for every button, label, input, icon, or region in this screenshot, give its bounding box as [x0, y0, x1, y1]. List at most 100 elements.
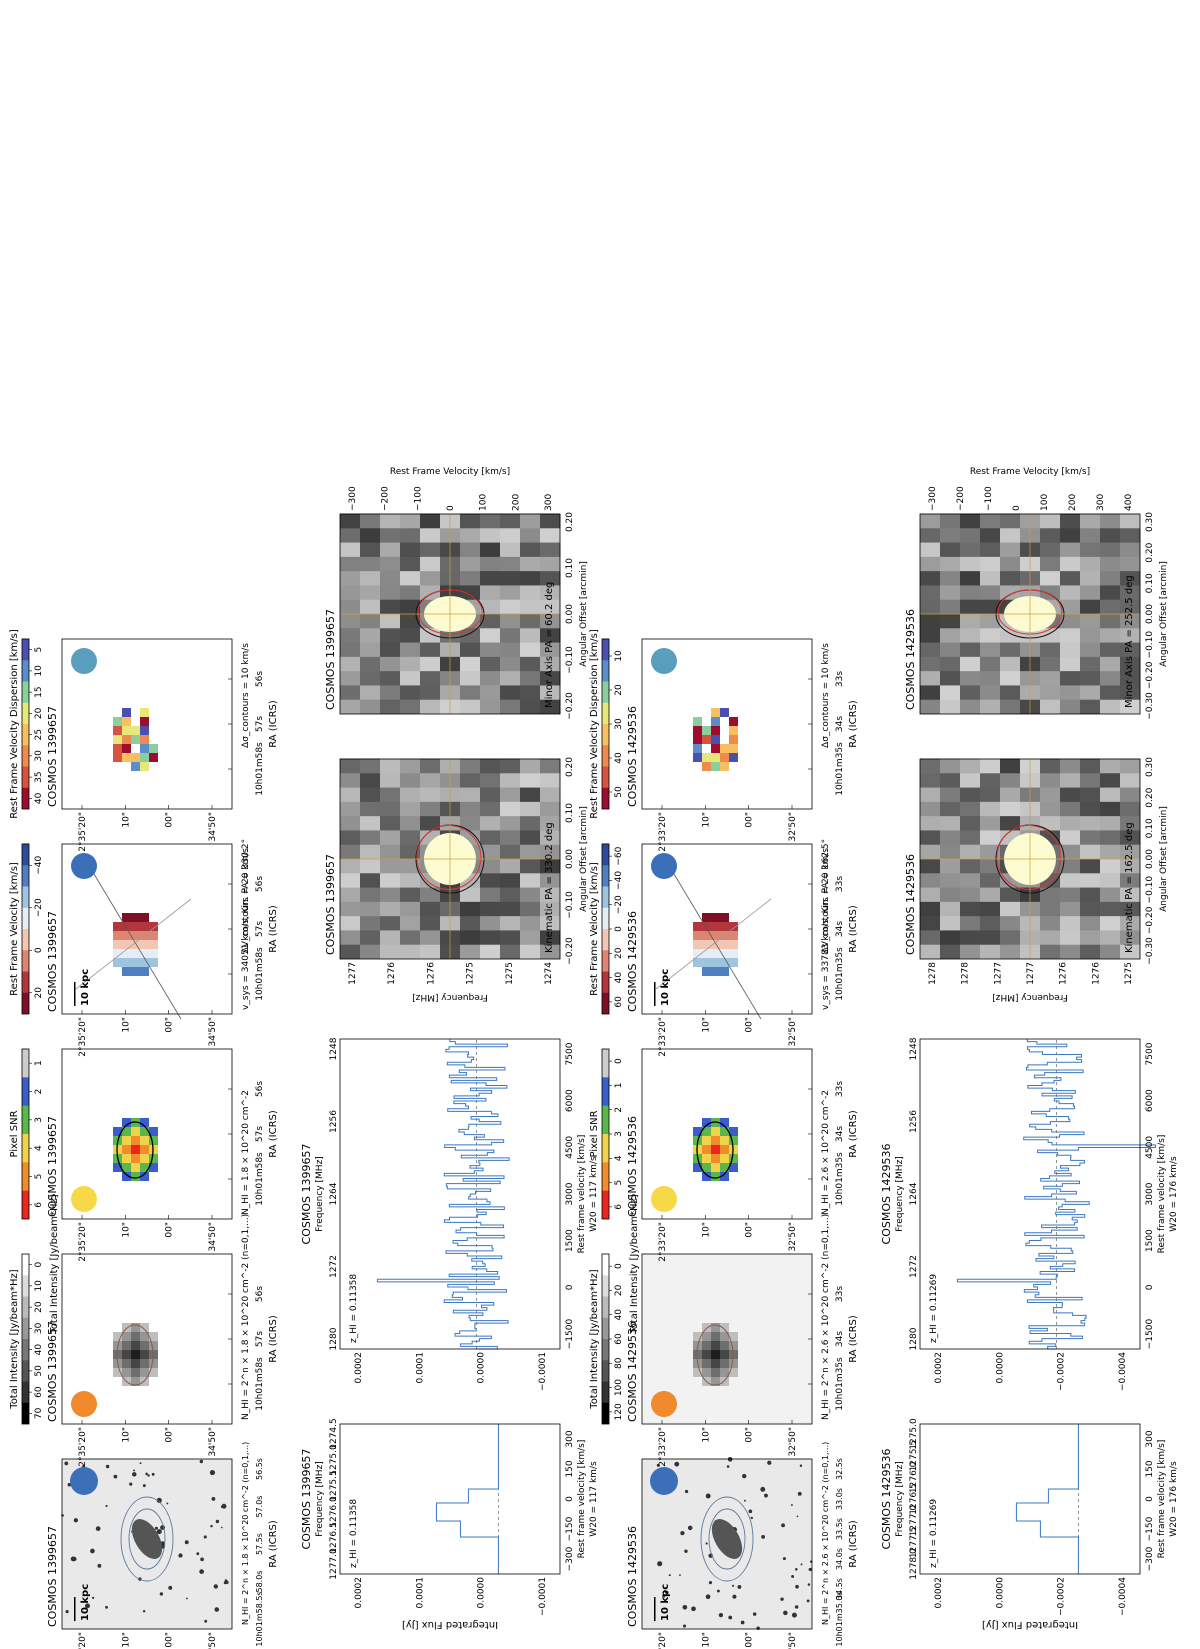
cb-velocity-label: Rest Frame Velocity [km/s] [9, 862, 20, 996]
pv-pixel [1120, 656, 1141, 672]
pv-pixel [360, 584, 381, 600]
cb-snr-tick-label: 3 [34, 1117, 44, 1123]
pv-pixel [360, 944, 381, 959]
pv-pixel [380, 542, 401, 557]
pv-pixel [1100, 513, 1121, 529]
pv-pixel [500, 772, 521, 788]
pv-pixel [340, 699, 361, 714]
cb-intensity-tick-label: 70 [34, 1407, 44, 1419]
cb-intensity-segment [602, 1253, 609, 1276]
pv-pixel [340, 670, 361, 686]
dec-tick-label: 00" [165, 1017, 175, 1033]
intensity-pixel [720, 1332, 729, 1341]
pv-pixel [500, 513, 521, 529]
pv-pixel [400, 556, 421, 572]
intensity-pixel [702, 1323, 711, 1332]
pv-pixel [1100, 915, 1121, 931]
pv-pixel [400, 815, 421, 831]
pv-xlabel: Angular Offset [arcmin] [579, 561, 589, 667]
beam-ellipse [651, 1391, 677, 1417]
intensity-pixel [711, 1359, 720, 1368]
snr-pixel [693, 1127, 702, 1136]
pv-pixel [1040, 929, 1061, 945]
pv-pixel [1080, 513, 1101, 529]
ra-tick-label: 10h01m35s [835, 1357, 845, 1411]
cb-intensity-segment [22, 1359, 29, 1382]
cb-snr-segment [602, 1133, 609, 1163]
pv-pixel [480, 656, 501, 672]
pv-pixel [420, 772, 441, 788]
intensity-pixel [122, 1341, 131, 1350]
dec-tick-label: 34'50" [208, 1222, 218, 1252]
cb-velocity-segment [602, 949, 609, 972]
flux-tick-label: −0.0004 [1118, 1577, 1128, 1616]
pv-pixel [1120, 684, 1141, 700]
snr-pixel [711, 1127, 720, 1136]
pv-pixel [520, 844, 541, 859]
pv-title: COSMOS 1399657 [324, 854, 337, 955]
cb-velocity-segment [602, 971, 609, 993]
pv-pixel [420, 787, 441, 802]
dispersion-pixel [693, 717, 702, 726]
pv-pixel [400, 944, 421, 959]
pv-pixel [1000, 542, 1021, 557]
scalebar [654, 1597, 656, 1621]
pv-pixel [400, 527, 421, 543]
velocity-pixel [140, 913, 149, 922]
beam-ellipse [71, 648, 97, 674]
snr-pixel [122, 1163, 131, 1172]
pv-pixel [1080, 599, 1101, 614]
pv-pixel [1080, 670, 1101, 686]
pv-pixel [480, 613, 501, 629]
target-galaxy [131, 1519, 163, 1559]
scalebar-label: 10 kpc [80, 1584, 91, 1621]
pv-pixel [480, 872, 501, 888]
dispersion-pixel [720, 753, 729, 762]
pv-pixel [400, 887, 421, 902]
star [113, 1474, 118, 1479]
dispersion-pixel [140, 717, 149, 726]
pv-pixel [1080, 556, 1101, 572]
star [142, 1610, 146, 1613]
dec-tick-label: 2°33'20" [658, 812, 668, 852]
vel-tick-label: 6000 [565, 1089, 575, 1112]
pv-pixel [980, 858, 1001, 874]
offset-tick-label: −0.10 [565, 891, 575, 919]
ra-tick-label: 10h01m35s [835, 742, 845, 796]
cb-snr-label: Pixel SNR [9, 1110, 20, 1157]
pv-pixel [520, 656, 541, 672]
dispersion-pixel [729, 744, 738, 753]
cb-intensity-tick-label: 10 [34, 1280, 44, 1292]
pv-pixel [400, 613, 421, 629]
ra-tick-label: 10h01m58s [255, 1357, 265, 1411]
star [665, 1590, 669, 1595]
pv-pixel [460, 513, 481, 529]
ra-axis-label: RA (ICRS) [848, 1520, 859, 1568]
pv-pixel [1120, 815, 1141, 831]
cb-snr-tick-label: 5 [614, 1180, 624, 1186]
snr-pixel [711, 1154, 720, 1163]
freq-tick-label: 1264 [329, 1182, 339, 1205]
snr-pixel [720, 1163, 729, 1172]
offset-tick-label: −0.10 [1145, 631, 1155, 659]
pv-pixel [1040, 670, 1061, 686]
cb-intensity-label: Total Intensity [Jy/beam*Hz] [9, 1269, 20, 1410]
panel-frame [919, 1038, 1141, 1350]
panel-title: COSMOS 1399657 [46, 1526, 59, 1627]
pv-pixel [340, 772, 361, 788]
velocity-pixel [720, 949, 729, 958]
panel-title: COSMOS 1429536 [626, 911, 639, 1012]
pv-pixel [480, 542, 501, 557]
dv-contours-label: ΔV_contours = 20 km/s [821, 848, 831, 954]
intensity-pixel [702, 1332, 711, 1341]
cb-snr-segment [22, 1048, 29, 1078]
velocity-pixel [711, 958, 720, 967]
pv-pixel [1100, 872, 1121, 888]
pv-pixel [540, 627, 561, 643]
pv-pixel [360, 627, 381, 643]
pv-pixel [1000, 670, 1021, 686]
velocity-pixel [720, 922, 729, 931]
pv-pixel [520, 599, 541, 614]
pv-pixel [1080, 887, 1101, 902]
vel-tick-label: 4500 [565, 1136, 575, 1159]
